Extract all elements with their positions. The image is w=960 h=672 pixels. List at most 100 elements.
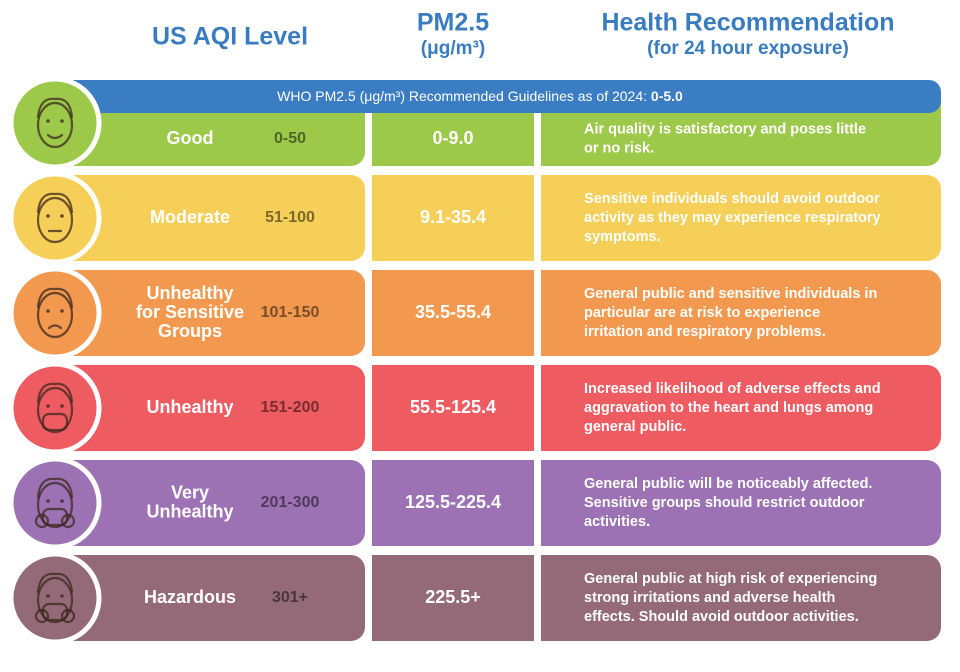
hair: [36, 382, 74, 404]
eye: [46, 309, 50, 313]
mask: [41, 507, 69, 527]
rec-cell-left: [541, 365, 571, 451]
face: [36, 481, 74, 529]
level-name: for Sensitive: [136, 302, 244, 322]
aqi-range: 151-200: [261, 399, 320, 416]
aqi-title: US AQI Level: [152, 23, 308, 51]
aqi-range: 301+: [272, 589, 308, 606]
level-name: Good: [167, 128, 214, 148]
mouth: [47, 324, 63, 330]
face-icon: [8, 456, 102, 550]
eye: [60, 214, 64, 218]
hair: [36, 572, 74, 594]
aqi-range: 201-300: [261, 494, 320, 511]
filter: [34, 608, 50, 624]
row: Moderate 51-100 9.1-35.4 Sensitive individu…: [50, 175, 941, 261]
filter: [60, 513, 76, 529]
eye: [60, 499, 64, 503]
rec-cell-left: [541, 175, 571, 261]
hair: [36, 477, 74, 499]
pm-range: 0-9.0: [432, 128, 473, 148]
eye: [46, 214, 50, 218]
face-icon: [8, 171, 102, 265]
banner-text: WHO PM2.5 (μg/m³) Recommended Guidelines…: [277, 88, 683, 104]
face: [36, 291, 74, 339]
pm-title: PM2.5: [417, 9, 489, 37]
mask: [41, 602, 69, 622]
recommendation: Sensitive groups should restrict outdoor: [584, 495, 865, 511]
eye: [60, 119, 64, 123]
recommendation: General public at high risk of experienc…: [584, 571, 877, 587]
recommendation: strong irritations and adverse health: [584, 590, 835, 606]
mouth: [46, 133, 64, 140]
level-name: Moderate: [150, 207, 230, 227]
eye: [60, 404, 64, 408]
level-name: Unhealthy: [146, 397, 233, 417]
recommendation: General public will be noticeably affect…: [584, 476, 872, 492]
filter: [34, 513, 50, 529]
hair: [36, 97, 74, 119]
recommendation: effects. Should avoid outdoor activities…: [584, 609, 859, 625]
rec-cell: [541, 175, 941, 261]
level-name: Very: [171, 482, 209, 502]
pm-cell: [372, 270, 534, 356]
face-icon: [8, 551, 102, 645]
recommendation: general public.: [584, 419, 686, 435]
face-icon: [8, 361, 102, 455]
icon-ring: [8, 456, 102, 550]
pm-range: 225.5+: [425, 587, 481, 607]
pm-range: 55.5-125.4: [410, 397, 496, 417]
pm-cell: [372, 365, 534, 451]
hair: [36, 287, 74, 309]
level-cell: [50, 270, 365, 356]
eye: [60, 594, 64, 598]
aqi-range: 0-50: [274, 130, 306, 147]
hair: [36, 192, 74, 214]
level-name: Unhealthy: [146, 283, 233, 303]
face: [36, 101, 74, 149]
level-name: Hazardous: [144, 587, 236, 607]
level-cell: [50, 175, 365, 261]
recommendation: Increased likelihood of adverse effects …: [584, 381, 881, 397]
eye: [46, 594, 50, 598]
recommendation: Air quality is satisfactory and poses li…: [584, 121, 866, 137]
level-name: Unhealthy: [146, 501, 233, 521]
rec-title: Health Recommendation: [601, 9, 894, 37]
rec-cell-left: [541, 555, 571, 641]
banner-value: 0-5.0: [651, 88, 683, 104]
level-cell: [50, 555, 365, 641]
level-cell: [50, 460, 365, 546]
recommendation: symptoms.: [584, 229, 661, 245]
rec-cell: [541, 555, 941, 641]
mask: [41, 412, 69, 432]
recommendation: or no risk.: [584, 140, 654, 156]
rec-cell-left: [541, 460, 571, 546]
level-cell: [50, 365, 365, 451]
pm-unit: (μg/m³): [421, 38, 485, 59]
eye: [46, 404, 50, 408]
pm-range: 9.1-35.4: [420, 207, 486, 227]
banner-bg: [50, 80, 941, 113]
pm-cell: [372, 175, 534, 261]
recommendation: aggravation to the heart and lungs among: [584, 400, 873, 416]
face-icon: [8, 266, 102, 360]
rec-subtitle: (for 24 hour exposure): [647, 38, 849, 59]
icon-ring: [8, 266, 102, 360]
aqi-range: 101-150: [261, 304, 320, 321]
banner: WHO PM2.5 (μg/m³) Recommended Guidelines…: [50, 80, 941, 113]
eye: [60, 309, 64, 313]
face: [36, 576, 74, 624]
level-name: Groups: [158, 321, 222, 341]
face: [36, 386, 74, 434]
recommendation: particular are at risk to experience: [584, 305, 820, 321]
row: Hazardous 301+ 225.5+ General public at hig…: [50, 555, 941, 641]
recommendation: General public and sensitive individuals…: [584, 286, 877, 302]
rec-cell: [541, 270, 941, 356]
rec-cell-left: [541, 270, 571, 356]
banner-label: WHO PM2.5 (μg/m³) Recommended Guidelines…: [277, 88, 651, 104]
rec-cell: [541, 460, 941, 546]
pm-range: 125.5-225.4: [405, 492, 501, 512]
recommendation: irritation and respiratory problems.: [584, 324, 826, 340]
